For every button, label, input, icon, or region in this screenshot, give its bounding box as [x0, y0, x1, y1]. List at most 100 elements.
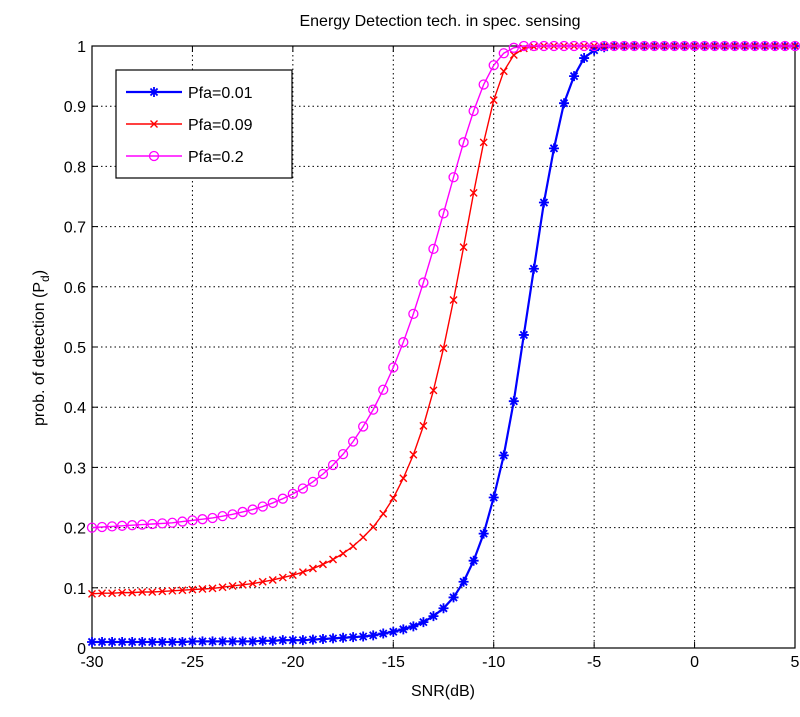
data-point [268, 575, 277, 584]
data-point [138, 588, 147, 597]
data-point [548, 143, 559, 154]
legend-item: Pfa=0.09 [126, 117, 253, 134]
legend-item: Pfa=0.01 [126, 85, 253, 102]
data-point [468, 105, 479, 117]
data-point [317, 633, 328, 644]
data-point [649, 40, 660, 52]
data-point [599, 40, 610, 52]
data-point [328, 633, 339, 644]
y-axis-label-suffix: ) [31, 270, 48, 275]
data-point [329, 555, 338, 564]
data-point [158, 587, 167, 596]
data-point [157, 636, 168, 647]
data-point [419, 421, 428, 430]
data-point [538, 40, 550, 52]
chart-title: Energy Detection tech. in spec. sensing [299, 13, 580, 30]
y-tick-label: 0.3 [64, 460, 86, 477]
data-point [369, 523, 378, 531]
data-point [388, 362, 399, 373]
data-point [468, 555, 479, 566]
data-point [327, 459, 339, 471]
data-point [699, 40, 710, 52]
data-point [207, 636, 218, 647]
data-point [398, 337, 409, 348]
series-line [91, 45, 795, 529]
data-point [559, 98, 570, 109]
data-point [548, 40, 560, 52]
y-tick-label: 0.4 [64, 400, 86, 417]
data-point [267, 635, 278, 646]
data-point [277, 493, 288, 504]
data-point [148, 588, 157, 597]
x-tick-label: -10 [482, 654, 505, 671]
data-point [116, 520, 128, 531]
x-tick-label: -30 [80, 654, 103, 671]
data-point [409, 450, 418, 459]
data-point [278, 573, 287, 582]
data-point [759, 40, 771, 52]
y-tick-label: 0.6 [64, 280, 86, 297]
data-point [358, 631, 369, 642]
series-layer [86, 40, 800, 647]
data-point [257, 501, 268, 512]
data-point [679, 40, 690, 52]
data-point [629, 40, 640, 52]
data-point [339, 549, 348, 558]
x-tick-label: 5 [791, 654, 800, 671]
data-point [459, 243, 468, 252]
data-point [588, 40, 600, 52]
x-tick-label: 0 [690, 654, 699, 671]
data-point [579, 53, 590, 64]
data-point [107, 636, 118, 647]
data-point [217, 511, 228, 522]
data-point [247, 636, 258, 647]
data-point [86, 522, 98, 533]
data-point [489, 96, 498, 105]
data-point [298, 568, 307, 577]
data-point [287, 488, 299, 500]
data-point [779, 40, 791, 52]
data-point [177, 516, 188, 527]
data-point [167, 636, 178, 647]
x-tick-label: -20 [281, 654, 304, 671]
data-point [438, 603, 449, 614]
data-point [168, 586, 177, 595]
data-point [388, 626, 399, 637]
y-axis-label-subscript: d [38, 275, 52, 282]
y-tick-label: 0.8 [64, 159, 86, 176]
data-point [439, 344, 448, 353]
data-point [337, 449, 349, 460]
data-point [348, 632, 359, 643]
x-tick-label: -5 [587, 654, 601, 671]
data-point [88, 589, 96, 598]
data-point [488, 60, 499, 71]
data-point [178, 586, 187, 595]
data-point [257, 635, 268, 646]
data-point [749, 40, 760, 52]
x-tick-label: -15 [382, 654, 405, 671]
data-point [508, 396, 519, 407]
y-tick-label: 0.5 [64, 340, 86, 357]
legend: Pfa=0.01 Pfa=0.09 Pfa=0.2 [115, 69, 293, 179]
data-point [418, 617, 429, 628]
data-point [659, 40, 670, 52]
data-point [669, 40, 680, 52]
data-point [359, 533, 368, 542]
data-point [317, 468, 329, 480]
data-point [709, 40, 720, 52]
data-point [318, 560, 327, 569]
y-tick-label: 0.9 [64, 99, 86, 116]
data-point [378, 384, 389, 395]
data-point [458, 576, 469, 587]
data-point [87, 636, 97, 647]
data-point [349, 542, 358, 551]
data-point [208, 584, 217, 593]
series-3 [86, 40, 800, 533]
data-point [498, 48, 509, 59]
data-point [187, 636, 198, 647]
data-point [508, 42, 519, 53]
data-point [458, 137, 469, 148]
data-point [147, 636, 158, 647]
data-point [137, 519, 148, 530]
data-point [729, 40, 740, 52]
